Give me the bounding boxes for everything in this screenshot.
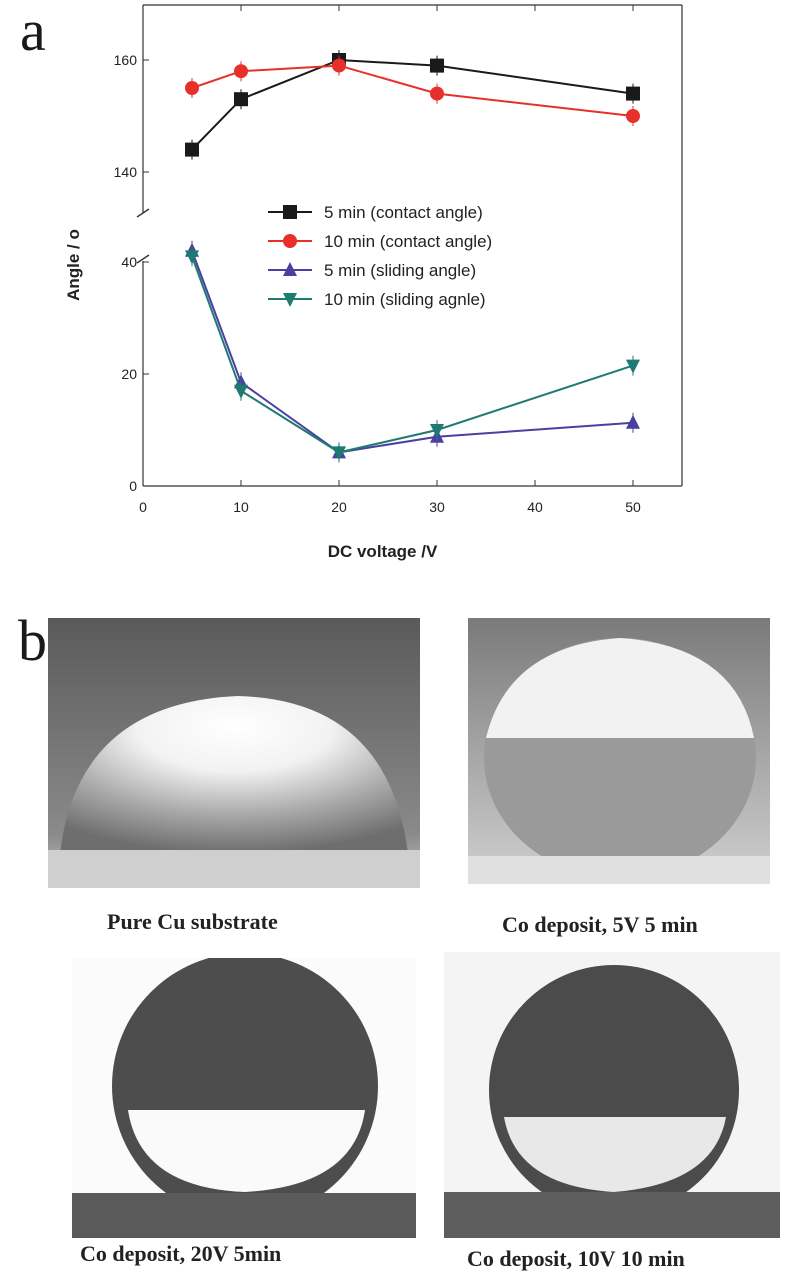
panel-a-label: a <box>20 0 46 63</box>
x-tick-label: 0 <box>139 499 147 515</box>
legend-label: 5 min (sliding angle) <box>324 261 476 280</box>
x-axis-label: DC voltage /V <box>328 542 438 561</box>
photo-co-5v-5min <box>468 618 770 884</box>
axis-break-mark <box>136 254 150 264</box>
data-point <box>185 250 199 265</box>
legend-marker <box>283 262 297 276</box>
photo-pure-cu <box>48 618 420 888</box>
panel-b-label: b <box>18 608 47 673</box>
data-point <box>430 58 444 73</box>
axis-break-mark <box>136 208 150 218</box>
series-line <box>191 64 634 117</box>
legend-label: 10 min (contact angle) <box>324 232 492 251</box>
y-tick-label: 0 <box>129 478 137 494</box>
legend-label: 5 min (contact angle) <box>324 203 483 222</box>
photo-co-20v-5min-caption: Co deposit, 20V 5min <box>80 1241 282 1266</box>
data-point <box>234 384 248 399</box>
series-line <box>191 58 634 151</box>
legend-label: 10 min (sliding agnle) <box>324 290 486 309</box>
x-tick-label: 50 <box>625 499 641 515</box>
data-point <box>234 92 248 107</box>
y-tick-label: 20 <box>121 366 137 382</box>
y-tick-label: 40 <box>121 254 137 270</box>
data-point <box>626 359 640 374</box>
data-point <box>430 424 444 438</box>
legend-marker <box>283 293 297 307</box>
x-tick-label: 20 <box>331 499 347 515</box>
photo-co-10v-10min-caption: Co deposit, 10V 10 min <box>467 1246 685 1271</box>
chart-legend: 5 min (contact angle) 10 min (contact ang… <box>268 203 492 309</box>
y-tick-label: 140 <box>114 164 138 180</box>
data-point <box>332 446 346 461</box>
photo-pure-cu-caption: Pure Cu substrate <box>107 909 278 934</box>
photo-co-10v-10min <box>444 952 780 1238</box>
data-point <box>626 86 640 101</box>
x-tick-label: 30 <box>429 499 445 515</box>
chart: 0 10 20 30 40 50 140 160 0 20 40 DC voltage /V Angle… <box>64 4 683 561</box>
data-point <box>332 58 346 73</box>
chart-series <box>185 50 640 463</box>
data-point <box>234 64 248 79</box>
data-point <box>185 81 199 95</box>
data-point <box>626 414 640 429</box>
data-point <box>430 86 444 101</box>
data-point <box>185 142 199 157</box>
data-point <box>626 109 640 123</box>
y-axis-label: Angle / o <box>64 229 83 301</box>
x-tick-label: 10 <box>233 499 249 515</box>
legend-marker <box>283 234 297 248</box>
photo-co-20v-5min <box>72 958 416 1238</box>
chart-axes: 0 10 20 30 40 50 140 160 0 20 40 DC voltage /V Angle… <box>64 4 683 561</box>
legend-marker <box>283 205 297 219</box>
photo-co-5v-5min-caption: Co deposit, 5V 5 min <box>502 912 698 937</box>
x-tick-label: 40 <box>527 499 543 515</box>
series-line <box>191 250 634 454</box>
y-tick-label: 160 <box>114 52 138 68</box>
series-line <box>191 256 634 454</box>
